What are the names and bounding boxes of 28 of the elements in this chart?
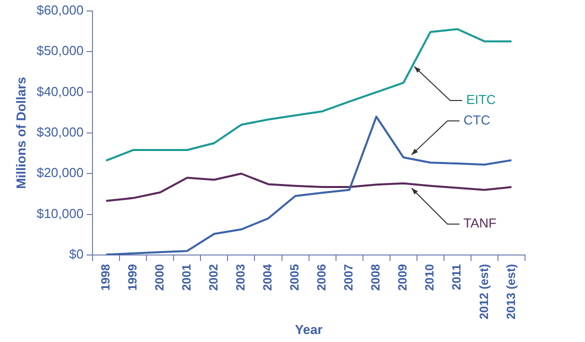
y-tick-label: $40,000 [36, 84, 84, 99]
x-tick-label: 2003 [234, 264, 248, 291]
y-tick-label: $50,000 [36, 43, 84, 58]
x-tick-label: 2001 [179, 264, 194, 291]
x-tick-label: 2012 (est) [476, 264, 491, 320]
text: TANF [463, 216, 497, 231]
x-tick-label: 2004 [260, 264, 275, 291]
y-tick-label: $10,000 [36, 206, 84, 221]
x-tick-label: 2006 [314, 264, 329, 291]
y-tick-label: $0 [69, 246, 84, 262]
x-tick-label: 2010 [422, 264, 437, 291]
y-tick-label: $60,000 [36, 2, 84, 18]
y-tick-label: $30,000 [36, 124, 84, 140]
x-tick-label: 2005 [288, 264, 302, 291]
x-axis-title: Year [295, 322, 323, 337]
x-tick-label: 1998 [98, 264, 112, 291]
x-tick-label: 2002 [206, 264, 221, 291]
text: EITC [466, 92, 496, 108]
x-tick-label: 2000 [152, 264, 166, 291]
y-axis-title: Millions of Dollars [13, 76, 28, 189]
text: CTC [463, 112, 490, 128]
x-tick-label: 1999 [125, 264, 140, 291]
x-tick-label: 2009 [396, 264, 410, 291]
x-tick-label: 2007 [342, 264, 356, 291]
x-tick-label: 2008 [368, 264, 383, 291]
x-tick-label: 2013 (est) [504, 264, 518, 320]
x-tick-label: 2011 [450, 264, 464, 290]
y-tick-label: $20,000 [36, 165, 84, 180]
